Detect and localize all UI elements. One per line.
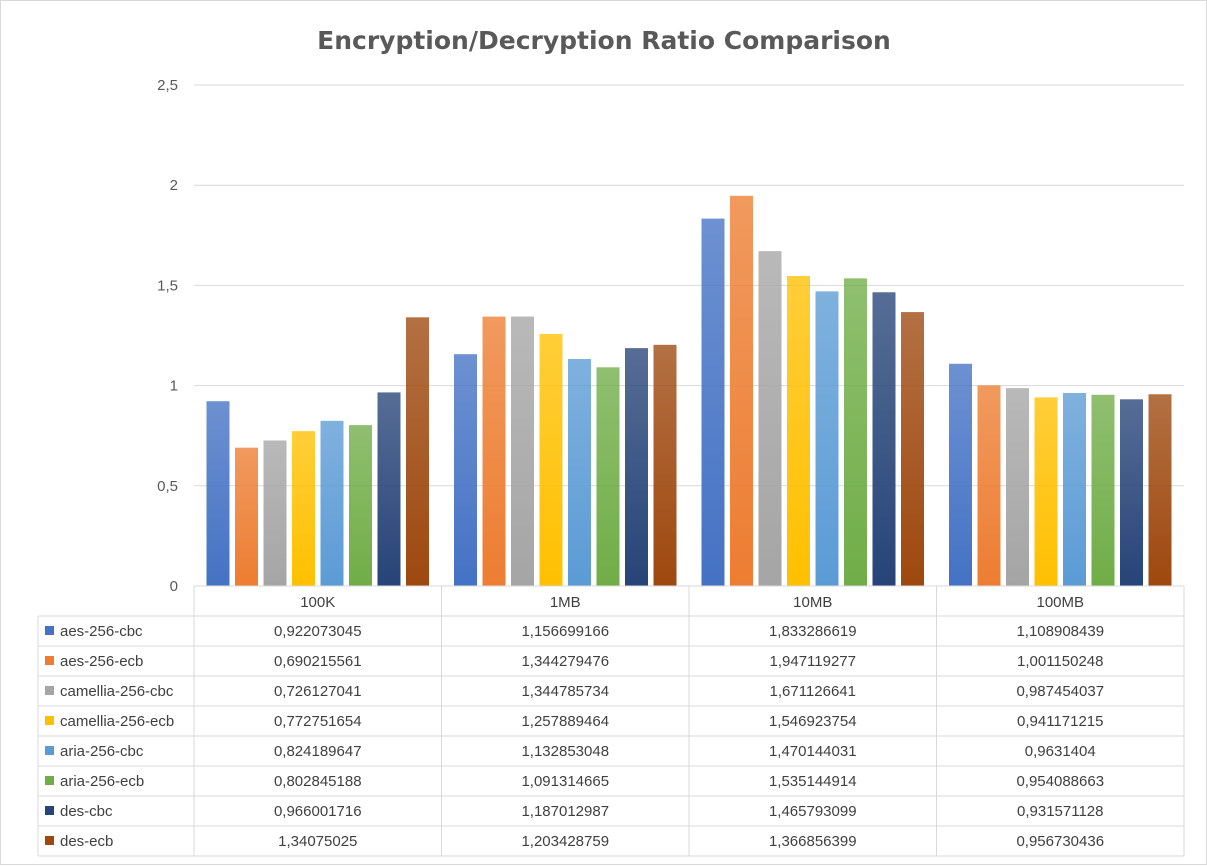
bar-des-cbc-1MB <box>625 348 648 586</box>
bar-aes-256-ecb-100K <box>235 447 258 586</box>
data-value-cell: 0,941171215 <box>1017 713 1103 730</box>
data-value-cell: 1,947119277 <box>770 653 856 670</box>
bar-camellia-256-cbc-10MB <box>758 251 782 587</box>
data-value-cell: 1,344279476 <box>521 653 609 670</box>
data-value-cell: 1,187012987 <box>521 803 609 820</box>
bars <box>206 195 1172 587</box>
data-value-cell: 1,156699166 <box>521 623 609 640</box>
y-tick-label: 0,5 <box>157 478 178 495</box>
y-tick-label: 0 <box>170 578 178 595</box>
series-name-label: camellia-256-ecb <box>60 713 174 730</box>
bar-aria-256-ecb-10MB <box>844 278 867 586</box>
data-value-cell: 0,956730436 <box>1016 833 1104 850</box>
bar-des-cbc-10MB <box>872 292 896 586</box>
bar-aes-256-ecb-100MB <box>977 385 1001 586</box>
y-axis-ticks: 0 0,5 1 1,5 2 2,5 <box>157 77 178 595</box>
bar-des-ecb-100K <box>406 317 429 586</box>
bar-camellia-256-ecb-100K <box>292 431 315 586</box>
bar-aes-256-ecb-10MB <box>730 195 753 586</box>
data-value-cell: 1,366856399 <box>769 833 857 850</box>
legend-key-swatch <box>45 686 54 695</box>
series-name-label: aria-256-ecb <box>60 773 144 790</box>
data-value-cell: 1,535144914 <box>769 773 857 790</box>
legend-key-swatch <box>45 776 54 785</box>
data-value-cell: 1,546923754 <box>769 713 857 730</box>
bar-aria-256-cbc-100MB <box>1063 392 1086 586</box>
data-value-cell: 0,690215561 <box>274 653 362 670</box>
bar-des-cbc-100MB <box>1120 399 1143 586</box>
data-value-cell: 1,257889464 <box>521 713 609 730</box>
x-category-label: 1MB <box>550 594 581 611</box>
bar-camellia-256-ecb-10MB <box>787 275 810 586</box>
legend-key-swatch <box>45 746 54 755</box>
series-name-label: aes-256-cbc <box>60 623 143 640</box>
data-value-cell: 0,9631404 <box>1025 743 1096 760</box>
series-name-label: des-ecb <box>60 833 113 850</box>
bar-des-ecb-1MB <box>653 344 677 586</box>
bar-camellia-256-ecb-1MB <box>539 333 563 586</box>
data-value-cell: 0,802845188 <box>274 773 362 790</box>
x-category-label: 10MB <box>793 594 832 611</box>
legend-key-swatch <box>45 716 54 725</box>
data-value-cell: 1,132853048 <box>521 743 609 760</box>
bar-des-ecb-10MB <box>901 312 924 586</box>
data-value-cell: 0,954088663 <box>1016 773 1104 790</box>
y-tick-label: 2,5 <box>157 77 178 94</box>
y-tick-label: 2 <box>170 177 178 194</box>
bar-des-cbc-100K <box>377 392 401 586</box>
legend-key-swatch <box>45 656 54 665</box>
bar-camellia-256-cbc-1MB <box>511 316 534 586</box>
bar-aria-256-ecb-1MB <box>596 367 620 586</box>
data-value-cell: 0,726127041 <box>274 683 362 700</box>
data-value-cell: 1,203428759 <box>521 833 609 850</box>
data-value-cell: 1,465793099 <box>769 803 857 820</box>
bar-aes-256-cbc-100K <box>206 401 230 586</box>
data-value-cell: 0,824189647 <box>274 743 362 760</box>
bar-aria-256-cbc-1MB <box>568 358 591 586</box>
bar-camellia-256-cbc-100K <box>263 440 287 586</box>
bar-aes-256-cbc-100MB <box>949 363 972 586</box>
bar-aria-256-cbc-100K <box>320 420 344 586</box>
series-name-label: aria-256-cbc <box>60 743 144 760</box>
bar-camellia-256-ecb-100MB <box>1034 397 1058 586</box>
data-value-cell: 1,108908439 <box>1016 623 1104 640</box>
bar-aes-256-cbc-10MB <box>701 218 725 586</box>
data-value-cell: 1,833286619 <box>769 623 857 640</box>
data-value-cell: 1,34075025 <box>278 833 357 850</box>
series-name-label: camellia-256-cbc <box>60 683 174 700</box>
data-value-cell: 0,922073045 <box>274 623 362 640</box>
x-category-label: 100K <box>300 594 335 611</box>
data-value-cell: 1,671126641 <box>770 683 856 700</box>
data-value-cell: 1,344785734 <box>521 683 609 700</box>
data-value-cell: 0,987454037 <box>1016 683 1104 700</box>
chart-title: Encryption/Decryption Ratio Comparison <box>317 26 891 55</box>
data-value-cell: 1,470144031 <box>769 743 857 760</box>
series-name-label: des-cbc <box>60 803 113 820</box>
bar-aes-256-cbc-1MB <box>454 354 477 586</box>
bar-aria-256-ecb-100MB <box>1091 394 1115 586</box>
bar-des-ecb-100MB <box>1148 394 1172 586</box>
bar-aria-256-ecb-100K <box>349 425 372 586</box>
y-tick-label: 1 <box>170 378 178 395</box>
data-table: 100K 1MB 10MB 100MB aes-256-cbc 0,922073045 1,… <box>37 585 1185 857</box>
data-value-cell: 0,966001716 <box>274 803 362 820</box>
y-tick-label: 1,5 <box>157 277 178 294</box>
data-value-cell: 1,001150248 <box>1017 653 1103 670</box>
series-name-label: aes-256-ecb <box>60 653 143 670</box>
legend-key-swatch <box>45 806 54 815</box>
legend-key-swatch <box>45 626 54 635</box>
bar-aria-256-cbc-10MB <box>815 291 839 586</box>
bar-aes-256-ecb-1MB <box>482 316 506 586</box>
legend-key-swatch <box>45 836 54 845</box>
data-value-cell: 1,091314665 <box>521 773 609 790</box>
x-category-label: 100MB <box>1036 594 1084 611</box>
bar-camellia-256-cbc-100MB <box>1006 388 1029 586</box>
data-value-cell: 0,931571128 <box>1017 803 1103 820</box>
data-value-cell: 0,772751654 <box>274 713 362 730</box>
